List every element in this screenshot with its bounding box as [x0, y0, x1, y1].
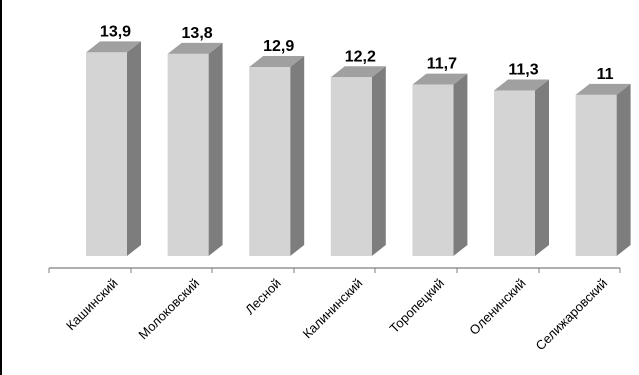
bar-front	[167, 53, 209, 256]
bar-front	[86, 52, 127, 256]
bar-top	[249, 56, 305, 68]
bar-top	[494, 79, 549, 91]
bar-top	[330, 66, 386, 78]
bar-front	[494, 90, 535, 256]
x-tick-label: Селижаровский	[533, 276, 611, 354]
data-label: 11,7	[427, 56, 457, 73]
bars-layer	[86, 41, 631, 257]
bar	[412, 73, 468, 256]
x-tick-label: Лесной	[242, 276, 284, 318]
data-label: 11,3	[508, 61, 538, 78]
x-tick-label: Оленинский	[466, 276, 528, 338]
bar-side	[453, 73, 468, 256]
x-axis	[48, 267, 621, 273]
bar-front	[412, 84, 454, 256]
bar	[494, 79, 549, 256]
bar	[86, 41, 141, 256]
bar	[575, 83, 631, 256]
x-tick-label: Молоковский	[135, 276, 202, 343]
bar-side	[127, 41, 141, 256]
data-label: 13,8	[182, 25, 213, 42]
bar-front	[575, 94, 617, 256]
data-label: 11	[597, 66, 614, 83]
left-border	[0, 0, 2, 375]
data-label: 13,9	[100, 23, 131, 40]
bar-top	[412, 73, 468, 85]
bar-top	[575, 83, 631, 95]
bar-front	[330, 77, 372, 257]
bar-side	[371, 66, 386, 257]
bar-side	[616, 83, 631, 256]
bar-front	[249, 67, 291, 256]
bar-side	[535, 79, 549, 256]
data-label: 12,9	[263, 38, 294, 55]
bar-side	[290, 56, 305, 256]
bar	[249, 56, 305, 256]
x-tick-label: Кашинский	[63, 276, 121, 334]
x-tick-label: Калининский	[300, 276, 366, 342]
bar	[330, 66, 386, 257]
bar	[167, 42, 223, 256]
x-tick-label: Торопецкий	[387, 276, 447, 336]
data-label: 12,2	[345, 48, 376, 65]
bar-top	[167, 42, 223, 54]
bar-side	[208, 42, 223, 256]
bar-top	[86, 41, 141, 53]
